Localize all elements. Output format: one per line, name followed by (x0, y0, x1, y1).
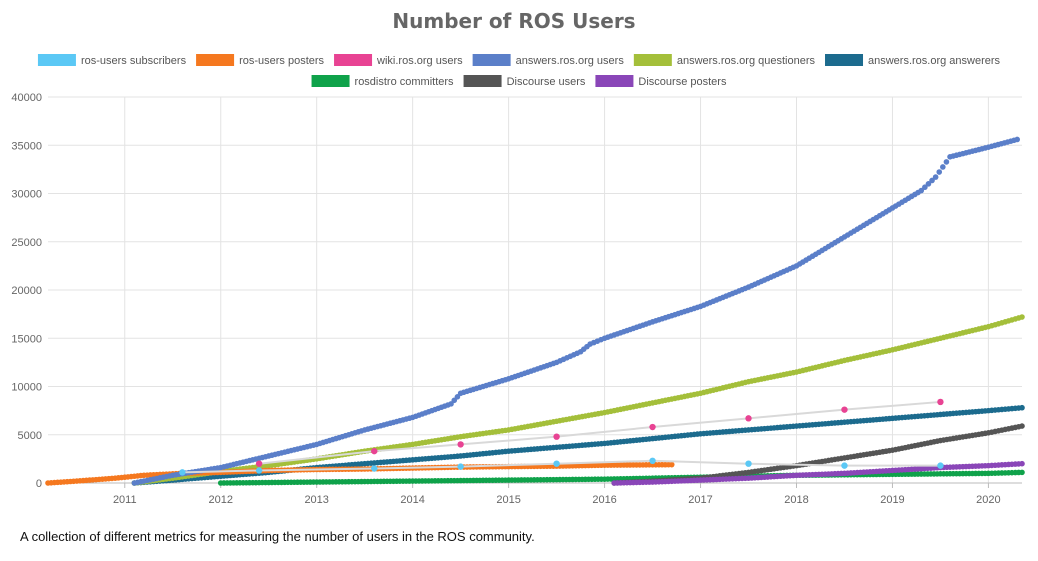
legend: ros-users subscribers ros-users posters wi… (37, 54, 1001, 88)
data-point (1014, 136, 1021, 143)
y-tick-label: 30000 (11, 189, 42, 201)
legend-item[interactable]: wiki.ros.org users (334, 54, 463, 67)
legend-swatch (334, 54, 373, 66)
legend-label: answers.ros.org answerers (868, 55, 1001, 67)
x-tick-label: 2018 (784, 494, 808, 506)
x-tick-label: 2013 (304, 494, 328, 506)
data-point (925, 181, 932, 187)
y-tick-label: 0 (36, 478, 42, 490)
x-tick-label: 2011 (113, 494, 137, 506)
data-point (1019, 404, 1025, 411)
series-2 (255, 398, 944, 467)
y-tick-label: 25000 (11, 237, 42, 249)
x-tick-label: 2017 (688, 494, 712, 506)
legend-item[interactable]: rosdistro committers (311, 75, 455, 88)
x-tick-label: 2012 (208, 494, 232, 506)
grid (48, 96, 1022, 484)
data-point (457, 441, 464, 448)
series-1 (45, 461, 675, 486)
legend-label: ros-users subscribers (81, 55, 187, 67)
legend-label: answers.ros.org users (516, 55, 625, 67)
data-point (936, 169, 943, 175)
y-tick-label: 5000 (18, 430, 42, 442)
legend-item[interactable]: ros-users subscribers (37, 54, 187, 67)
series-8 (611, 460, 1025, 486)
legend-label: Discourse posters (638, 76, 727, 88)
y-tick-label: 15000 (11, 333, 42, 345)
data-point (932, 174, 939, 180)
legend-swatch (472, 54, 511, 66)
data-point (371, 447, 378, 455)
data-point (1019, 469, 1025, 476)
legend-label: ros-users posters (239, 55, 324, 67)
data-point (745, 415, 752, 422)
x-tick-label: 2014 (400, 494, 424, 506)
data-point (943, 159, 950, 165)
data-point (929, 177, 935, 184)
data-point (553, 460, 560, 467)
legend-item[interactable]: Discourse users (463, 75, 586, 88)
legend-swatch (196, 54, 235, 66)
data-point (937, 462, 944, 469)
legend-item[interactable]: answers.ros.org answerers (825, 54, 1001, 67)
data-point (745, 460, 752, 467)
series-3 (131, 136, 1021, 486)
y-tick-label: 20000 (11, 285, 42, 297)
legend-item[interactable]: ros-users posters (196, 54, 325, 67)
series-5 (131, 404, 1025, 486)
legend-swatch (37, 54, 76, 66)
data-point (255, 467, 263, 474)
data-point (371, 465, 378, 472)
data-point (940, 164, 946, 170)
legend-item[interactable]: answers.ros.org questioners (633, 54, 816, 67)
data-point (179, 469, 186, 476)
axes: 0 5000 10000 15000 20000 25000 30000 35000 40000… (11, 92, 1022, 506)
x-tick-label: 2019 (880, 494, 904, 506)
x-tick-label: 2020 (976, 494, 1000, 506)
data-point (841, 406, 848, 413)
data-point (457, 463, 464, 470)
chart-caption: A collection of different metrics for me… (20, 529, 535, 544)
x-tick-label: 2015 (496, 494, 520, 506)
data-point (937, 398, 944, 406)
legend-label: wiki.ros.org users (376, 55, 463, 67)
data-point (649, 423, 656, 431)
y-tick-label: 40000 (11, 92, 42, 104)
data-point (255, 460, 263, 467)
series-layer (45, 136, 1025, 486)
legend-item[interactable]: Discourse posters (595, 75, 727, 88)
legend-label: Discourse users (507, 76, 586, 88)
legend-label: rosdistro committers (355, 76, 455, 88)
y-tick-label: 35000 (11, 140, 42, 152)
series-4 (131, 314, 1025, 486)
x-tick-label: 2016 (592, 494, 616, 506)
data-point (918, 187, 925, 194)
series-connector-line (259, 400, 941, 465)
legend-label: answers.ros.org questioners (677, 55, 816, 67)
data-point (841, 462, 848, 469)
legend-item[interactable]: answers.ros.org users (472, 54, 625, 67)
data-point (553, 433, 560, 440)
series-0 (179, 457, 944, 476)
legend-swatch (463, 75, 502, 87)
data-point (649, 457, 656, 465)
data-point (1019, 423, 1025, 429)
chart-title: Number of ROS Users (392, 9, 635, 33)
legend-swatch (595, 75, 634, 87)
legend-swatch (633, 54, 672, 66)
data-point (1019, 314, 1025, 320)
data-point (1019, 460, 1025, 467)
legend-swatch (825, 54, 864, 66)
y-tick-label: 10000 (11, 382, 42, 394)
data-point (668, 461, 675, 468)
data-point (922, 184, 928, 191)
legend-swatch (311, 75, 350, 87)
